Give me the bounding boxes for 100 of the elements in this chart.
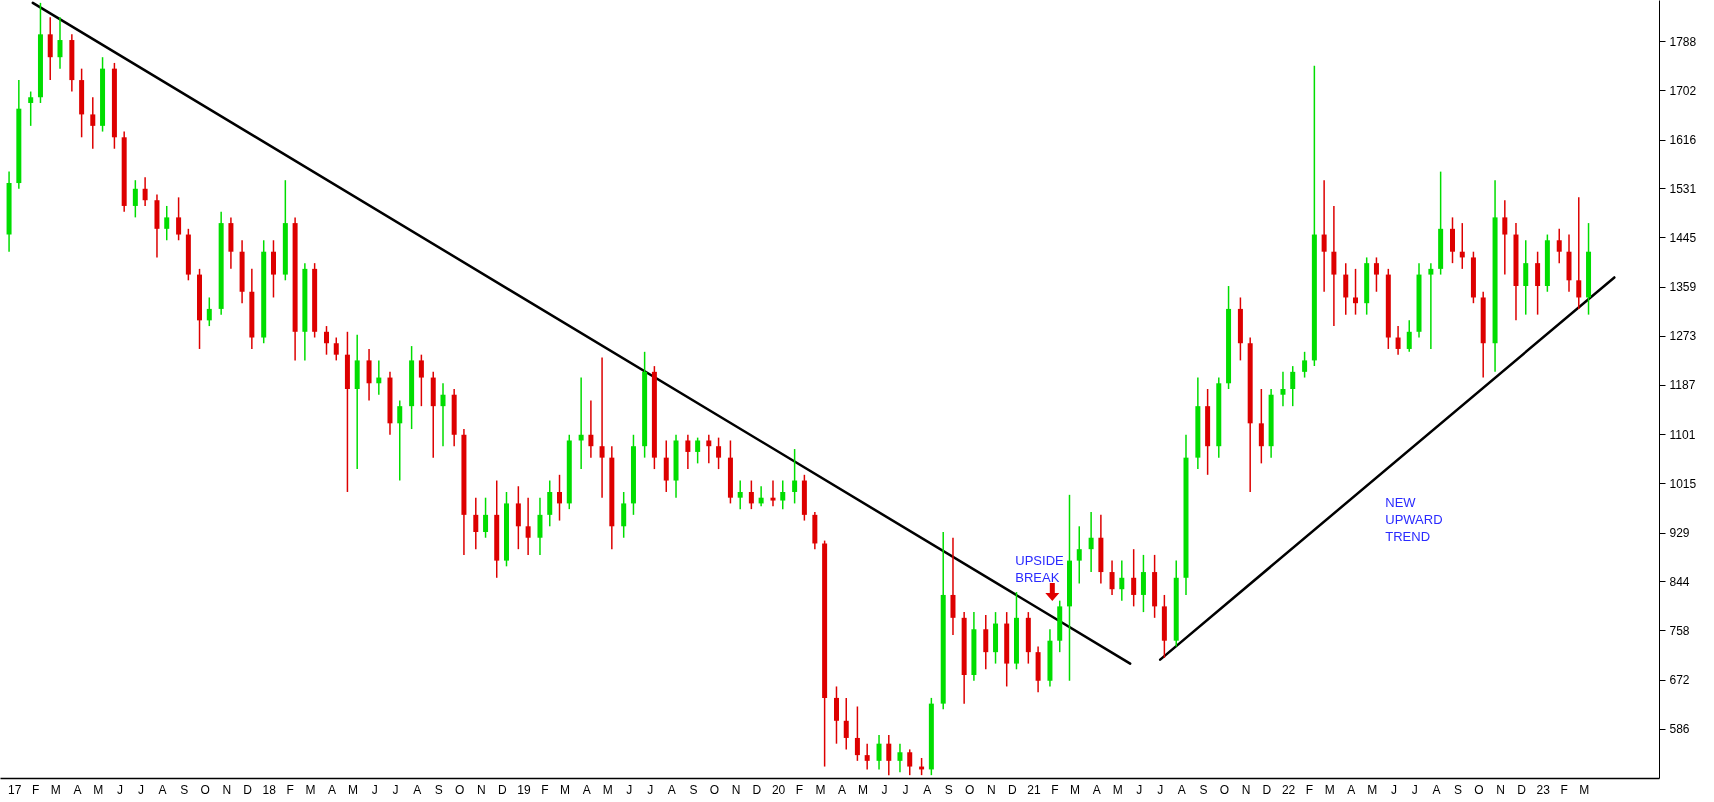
candlestick xyxy=(748,479,754,510)
x-tick-label: J xyxy=(371,783,378,797)
y-tick-label: 1359 xyxy=(1669,280,1697,295)
candlestick xyxy=(737,479,743,510)
x-tick-label: S xyxy=(689,783,698,797)
y-tick-label: 586 xyxy=(1669,722,1690,737)
x-tick-label: O xyxy=(709,783,720,797)
candlestick xyxy=(1502,199,1508,276)
x-tick-label: A xyxy=(1092,783,1101,797)
x-tick-label: A xyxy=(1347,783,1356,797)
candlestick xyxy=(47,16,53,81)
x-tick-label: D xyxy=(1262,783,1272,797)
x-tick-label: A xyxy=(413,783,422,797)
candlestick xyxy=(1343,262,1349,316)
candlestick xyxy=(854,705,860,762)
candlestick xyxy=(324,325,329,356)
candlestick xyxy=(833,685,839,745)
x-tick-label: M xyxy=(602,783,613,797)
x-tick-label: J xyxy=(116,783,123,797)
x-tick-label: 18 xyxy=(262,783,277,797)
x-tick-label: D xyxy=(243,783,253,797)
x-tick-label: A xyxy=(328,783,337,797)
x-tick-label: N xyxy=(1241,783,1251,797)
candlestick xyxy=(132,179,138,219)
x-tick-label: A xyxy=(667,783,676,797)
candlestick xyxy=(525,496,531,556)
candlestick xyxy=(876,734,882,771)
x-tick-label: A xyxy=(838,783,847,797)
x-tick-label: D xyxy=(497,783,507,797)
candlestick xyxy=(1450,216,1455,264)
annotation: UPSIDE BREAK xyxy=(1015,552,1065,585)
x-tick-label: N xyxy=(222,783,232,797)
y-tick-label: 929 xyxy=(1669,526,1690,541)
x-tick-label: N xyxy=(477,783,486,797)
candlestick xyxy=(695,436,701,465)
candlestick xyxy=(780,479,786,510)
x-tick-label: S xyxy=(434,783,443,797)
x-tick-label: J xyxy=(626,783,633,797)
x-tick-label: M xyxy=(1367,783,1378,797)
candlestick xyxy=(1373,256,1379,293)
candlestick xyxy=(547,479,553,528)
candlestick xyxy=(588,399,594,459)
x-tick-label: M xyxy=(857,783,868,797)
candlestick xyxy=(770,479,776,508)
candlestick xyxy=(440,382,446,447)
x-tick-label: S xyxy=(180,783,189,797)
candlestick xyxy=(706,434,712,465)
x-tick-label: F xyxy=(1560,783,1568,797)
candlestick xyxy=(886,734,892,776)
candlestick xyxy=(1576,196,1582,310)
candlestick xyxy=(176,196,182,242)
x-tick-label: S xyxy=(1454,783,1463,797)
x-tick-label: A xyxy=(1177,783,1186,797)
x-tick-label: N xyxy=(987,783,996,797)
x-tick-label: F xyxy=(795,783,804,797)
x-tick-label: F xyxy=(31,783,40,797)
x-tick-label: M xyxy=(305,783,316,797)
candlestick xyxy=(397,399,403,482)
candlestick xyxy=(621,491,627,539)
y-tick-label: 758 xyxy=(1669,623,1690,638)
candlestick xyxy=(142,176,148,207)
x-tick-label: 17 xyxy=(7,783,22,797)
x-tick-label: F xyxy=(541,783,549,797)
x-tick-label: O xyxy=(965,783,975,797)
candlestick xyxy=(663,439,669,493)
candlestick xyxy=(1321,179,1327,293)
x-tick-label: J xyxy=(1157,783,1164,797)
candlestick xyxy=(418,353,424,407)
y-tick-label: 672 xyxy=(1669,673,1690,688)
candlestick xyxy=(1556,228,1562,264)
x-tick-label: O xyxy=(1474,783,1484,797)
x-tick-label: M xyxy=(1112,783,1123,797)
x-tick-label: J xyxy=(1136,783,1143,797)
x-tick-label: O xyxy=(455,783,465,797)
candlestick xyxy=(90,96,96,150)
x-tick-label: M xyxy=(1324,783,1335,797)
candlestick xyxy=(1535,250,1541,316)
x-tick-label: A xyxy=(923,783,932,797)
x-tick-label: M xyxy=(1579,783,1590,797)
candlestick xyxy=(366,348,372,402)
candlestick xyxy=(1088,511,1094,573)
candlestick xyxy=(1290,365,1296,407)
candlestick xyxy=(1076,525,1082,585)
candlestick xyxy=(1109,559,1115,596)
x-tick-label: 23 xyxy=(1536,783,1551,797)
candlestick xyxy=(1131,548,1137,608)
y-tick-label: 1531 xyxy=(1669,181,1697,196)
candlestick xyxy=(206,296,212,327)
candlestick xyxy=(599,356,605,499)
x-tick-label: J xyxy=(647,783,654,797)
candlestick xyxy=(483,496,489,539)
candlestick xyxy=(1258,388,1264,465)
x-tick-label: M xyxy=(93,783,104,797)
x-tick-label: O xyxy=(1219,783,1230,797)
candlestick xyxy=(1523,239,1529,316)
y-tick-label: 1616 xyxy=(1669,133,1697,148)
x-tick-label: D xyxy=(752,783,762,797)
x-tick-label: F xyxy=(1305,783,1314,797)
candlestick xyxy=(950,536,956,636)
y-tick-label: 1788 xyxy=(1669,34,1697,49)
